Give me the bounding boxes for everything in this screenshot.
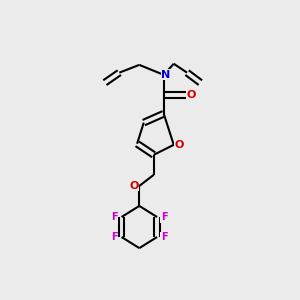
Text: F: F — [111, 232, 118, 242]
Text: F: F — [111, 212, 118, 222]
Text: F: F — [161, 212, 167, 222]
Text: O: O — [129, 181, 138, 191]
Text: N: N — [161, 70, 171, 80]
Text: F: F — [161, 232, 167, 242]
Text: O: O — [187, 90, 196, 100]
Text: O: O — [175, 140, 184, 150]
